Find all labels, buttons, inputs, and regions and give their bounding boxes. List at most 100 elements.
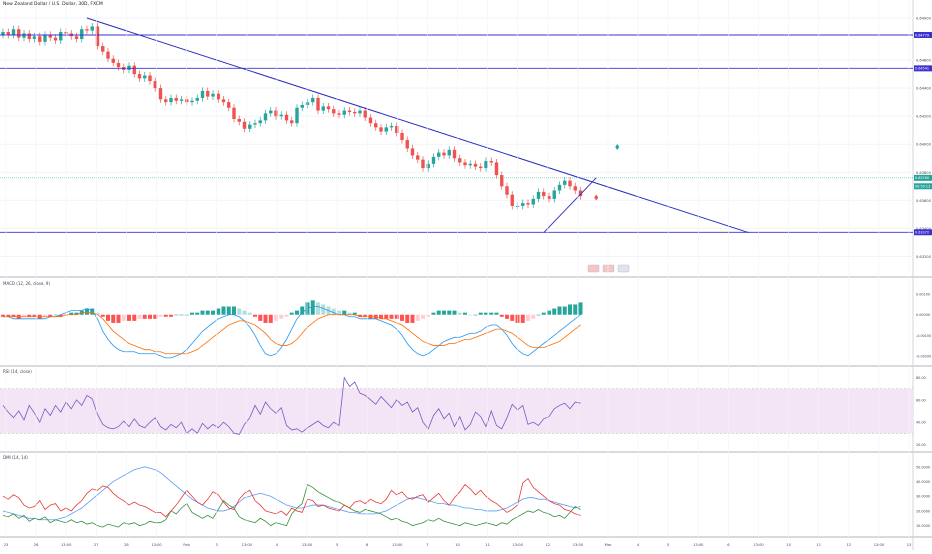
macd-pane-title[interactable]: MACD (12, 26, close, 9) [3, 281, 51, 286]
macd-histogram-bar [526, 314, 530, 321]
candle [547, 196, 551, 199]
symbol-title[interactable]: New Zealand Dollar / U.S. Dollar, 30D, F… [3, 2, 103, 7]
rsi-band [0, 388, 913, 434]
macd-histogram-bar [253, 314, 257, 317]
time-axis-label: 6 [727, 543, 730, 547]
macd-histogram-bar [195, 312, 200, 315]
price-axis-badge-label: 0.63760 [915, 176, 929, 180]
price-axis-badge-label: 0.64541 [915, 67, 929, 71]
macd-tick-label: -0.00200 [916, 354, 931, 358]
candle [1, 32, 5, 35]
time-axis-label: 4 [637, 543, 640, 547]
price-tick-label: 0.63200 [916, 255, 932, 259]
time-axis-label: 13:00 [874, 543, 885, 547]
macd-histogram-bar [247, 312, 252, 315]
candle [479, 166, 483, 169]
candle [232, 107, 236, 119]
macd-histogram-bar [431, 312, 436, 315]
candle [379, 127, 383, 132]
price-axis-badge [914, 183, 932, 190]
signal-line [3, 312, 581, 355]
time-axis-label: 4 [276, 543, 279, 547]
macd-histogram-bar [205, 310, 210, 315]
candle [526, 203, 530, 205]
macd-histogram-bar [22, 314, 26, 317]
candle [326, 106, 331, 110]
macd-histogram-bar [169, 314, 173, 317]
macd-histogram-bar [127, 314, 131, 321]
rsi-pane-title[interactable]: RSI (14, close) [3, 369, 32, 374]
macd-histogram-bar [179, 314, 184, 316]
macd-histogram-bar [300, 306, 305, 315]
candle [269, 110, 273, 114]
candle [221, 99, 226, 103]
macd-histogram-bar [468, 314, 473, 316]
macd-histogram-bar [436, 310, 441, 315]
macd-histogram-bar [568, 304, 572, 315]
time-axis-label: 13 [907, 543, 912, 547]
plus-di-line [2, 483, 581, 528]
macd-histogram-bar [573, 304, 578, 315]
price-tick-label: 0.63400 [916, 227, 932, 231]
candle [274, 110, 278, 117]
macd-tick-label: 0.00100 [916, 293, 930, 297]
price-axis-badge [914, 174, 932, 181]
time-axis-label: Mar [605, 543, 612, 547]
macd-histogram-bar [400, 314, 404, 321]
candle [48, 34, 52, 38]
US-flag-icon [602, 264, 615, 273]
candle [17, 29, 21, 38]
macd-histogram-bar [316, 302, 320, 315]
dmi-pane-title[interactable]: DMI (14, 14) [3, 455, 28, 460]
candle [573, 186, 577, 191]
time-axis-label: 10 [455, 543, 460, 547]
macd-histogram-bar [137, 314, 142, 319]
candle [463, 162, 467, 166]
macd-histogram-bar [158, 314, 163, 317]
macd-histogram-bar [289, 312, 294, 315]
macd-histogram-bar [221, 306, 226, 315]
candle [174, 97, 178, 101]
macd-histogram-bar [489, 312, 494, 315]
candle [74, 36, 79, 40]
macd-histogram-bar [43, 314, 47, 317]
price-axis-badge-label: 0.64779 [915, 33, 929, 37]
sell-signal-marker [594, 194, 599, 201]
macd-histogram-bar [232, 306, 236, 315]
candle [358, 110, 362, 114]
price-axis-badge [914, 65, 932, 72]
macd-histogram-bar [284, 314, 289, 317]
macd-histogram-bar [6, 314, 11, 317]
macd-histogram-bar [536, 314, 541, 316]
dmi-tick-label: 20.0000 [916, 509, 930, 513]
candle [38, 36, 42, 42]
candle [342, 110, 346, 115]
candle [200, 90, 205, 98]
macd-histogram-bar [69, 312, 74, 315]
candle [32, 36, 37, 40]
time-axis-label: 11 [485, 543, 490, 547]
macd-histogram-bar [531, 314, 536, 319]
macd-histogram-bar [27, 314, 32, 317]
macd-histogram-bar [331, 308, 336, 315]
price-tick-label: 0.63800 [916, 171, 932, 175]
macd-histogram-bar [268, 314, 273, 323]
macd-histogram-bar [263, 314, 268, 323]
candle [542, 191, 546, 197]
time-axis-label: 3 [216, 543, 218, 547]
macd-histogram-bar [557, 306, 562, 315]
macd-histogram-bar [463, 312, 467, 315]
macd-histogram-bar [562, 306, 567, 315]
macd-histogram-bar [74, 312, 79, 315]
candle [164, 99, 168, 103]
candle [11, 29, 16, 35]
candle [22, 33, 26, 38]
macd-histogram-bar [85, 308, 89, 315]
time-axis-label: 13:00 [513, 543, 524, 547]
macd-histogram-bar [384, 314, 389, 319]
macd-histogram-bar [494, 312, 499, 315]
candle [59, 32, 63, 41]
macd-histogram-bar [216, 308, 221, 315]
